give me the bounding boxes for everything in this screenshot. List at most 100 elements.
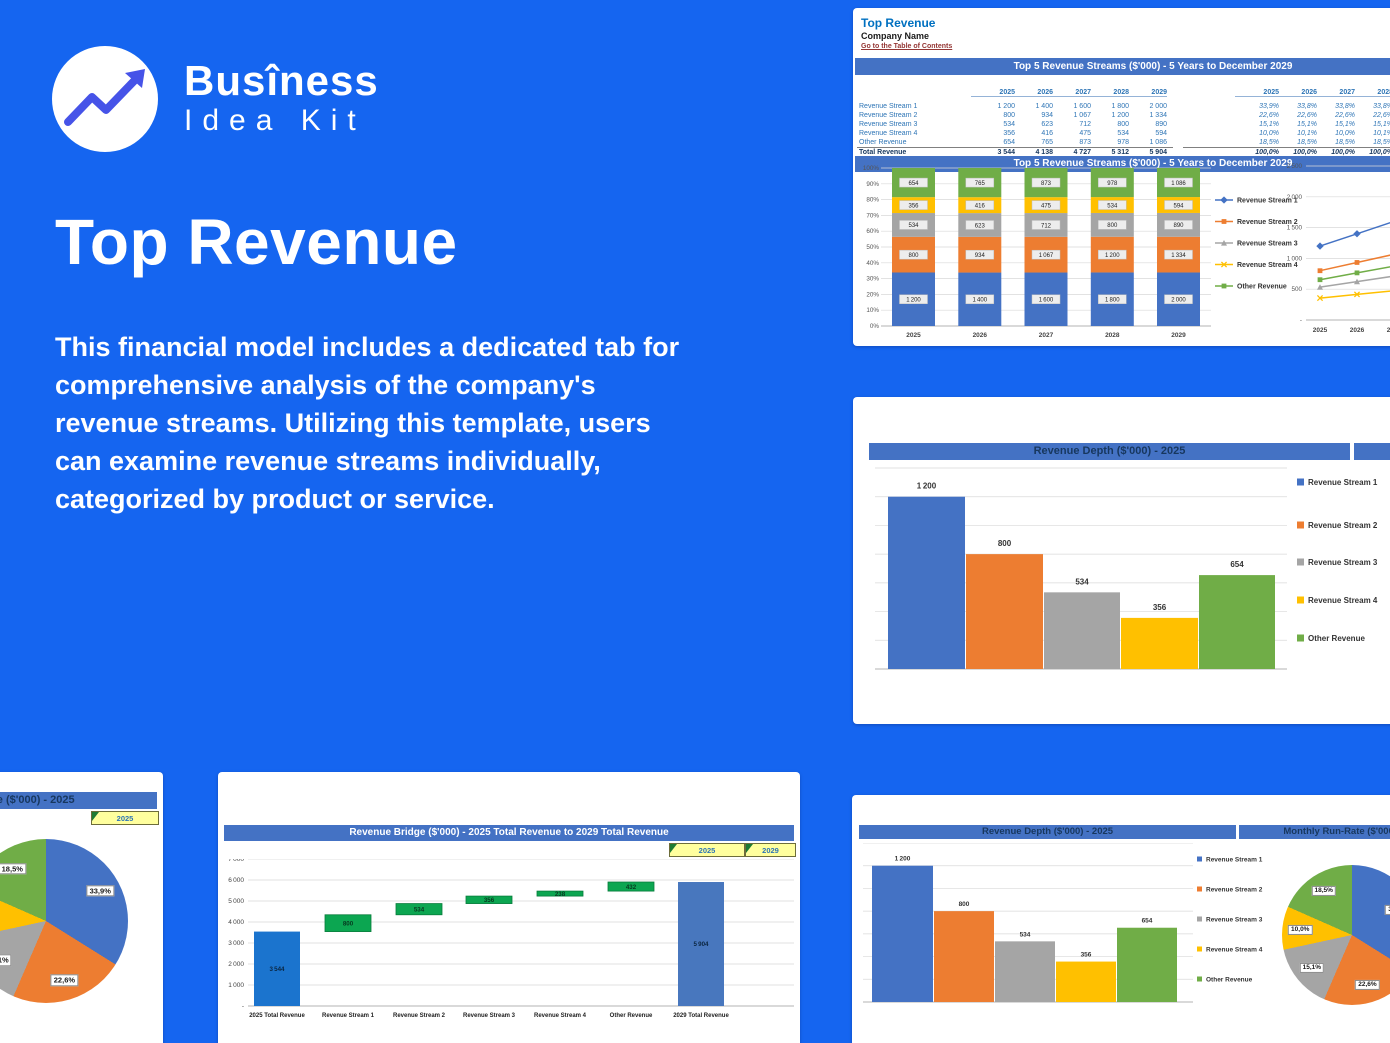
table-cell: 623	[1041, 121, 1053, 128]
table-cell: 15,1%	[1335, 121, 1355, 128]
series-marker	[1317, 277, 1323, 283]
data-label: 534	[414, 906, 425, 913]
x-tick-label: 2027	[1387, 327, 1390, 334]
y-tick-label: 0%	[870, 323, 880, 330]
page-description: This financial model includes a dedicate…	[55, 328, 815, 518]
legend-swatch	[1297, 634, 1304, 642]
row-label: Revenue Stream 2	[859, 112, 918, 119]
series-marker	[1316, 295, 1324, 302]
table-cell: 534	[1003, 121, 1015, 128]
bar	[995, 941, 1055, 1002]
data-label-box	[1164, 200, 1193, 210]
table-cell: 100,0%	[1331, 148, 1355, 156]
revenue-table: 202520262027202820292025202620272028Reve…	[853, 86, 1390, 159]
data-label-box	[899, 177, 928, 188]
table-cell: 873	[1079, 139, 1091, 146]
table-cell: 5 904	[1149, 148, 1167, 156]
filter-value: 2025	[116, 813, 134, 823]
data-label-box	[965, 177, 995, 188]
year-header: 2025	[971, 89, 1015, 97]
description-line: categorized by product or service.	[55, 484, 495, 514]
waterfall-chart: - 1 000 2 000 3 000 4 000 5 000 6 000 7 000 3 54…	[228, 859, 794, 1019]
page-title: Top Revenue	[55, 206, 458, 278]
series-line	[1319, 221, 1390, 247]
table-cell: 1 067	[1073, 112, 1091, 119]
bar	[934, 911, 994, 1002]
data-label: 1 800	[1105, 298, 1120, 304]
x-tick-label: Revenue Stream 4	[534, 1013, 587, 1019]
pie-slice-label: 15,1%	[0, 954, 12, 967]
description-line: can examine revenue streams individually…	[55, 446, 601, 476]
data-label-box	[965, 249, 995, 260]
table-cell: 18,5%	[1335, 139, 1355, 146]
bar	[966, 554, 1043, 669]
table-cell: 100,0%	[1369, 148, 1390, 156]
filter-value: 2025	[698, 845, 716, 855]
legend-label: Other Revenue	[1237, 283, 1287, 290]
legend-label: Revenue Stream 1	[1206, 856, 1263, 863]
data-label: 712	[1041, 223, 1052, 229]
y-tick-label: 3 000	[228, 940, 244, 947]
legend-label: Revenue Stream 4	[1206, 946, 1263, 953]
table-of-contents-link[interactable]: Go to the Table of Contents	[861, 43, 953, 50]
sheet-company-name: Company Name	[861, 31, 930, 41]
legend-label: Revenue Stream 2	[1308, 521, 1378, 530]
data-label-box	[1164, 220, 1193, 230]
data-label: 1 200	[917, 482, 937, 491]
data-label: 765	[975, 181, 986, 187]
year-filter-dropdown-end[interactable]: 2029	[745, 843, 796, 857]
series-line	[1319, 275, 1390, 288]
data-label: 356	[1081, 952, 1092, 959]
data-label-box	[899, 294, 928, 305]
x-tick-label: Revenue Stream 1	[322, 1013, 375, 1019]
trend-arrow-icon	[64, 69, 145, 126]
data-label: 1 334	[1171, 253, 1186, 259]
table-rule	[1183, 147, 1390, 148]
table-cell: 712	[1079, 121, 1091, 128]
y-tick-label: 40%	[866, 260, 879, 267]
table-cell: 18,5%	[1373, 139, 1390, 146]
table-cell: 4 727	[1073, 148, 1091, 156]
data-label: 356	[908, 203, 919, 209]
data-label: 534	[908, 223, 919, 229]
row-label: Other Revenue	[859, 139, 907, 146]
table-cell: 5 312	[1111, 148, 1129, 156]
table-cell: 356	[1003, 130, 1015, 137]
monthly-run-rate-title: Monthly Run-Rate ($'000) - 2025	[1239, 825, 1390, 839]
y-tick-label: 50%	[866, 244, 879, 251]
panel-revenue-depth: Revenue Depth ($'000) - 2025 1 200 800 534…	[853, 397, 1390, 724]
series-marker	[1354, 270, 1360, 276]
series-marker	[1354, 260, 1360, 265]
table-cell: 1 334	[1149, 112, 1167, 119]
table-cell: 800	[1117, 121, 1129, 128]
table-cell: 10,1%	[1297, 130, 1317, 137]
stacked-bar-chart: 0% 10% 20% 30% 40% 50% 60% 70% 80% 90% 100% 1 200 80…	[863, 165, 1211, 339]
data-label-box	[1098, 249, 1127, 260]
bar	[1117, 927, 1177, 1002]
data-label: 890	[1173, 223, 1184, 229]
table-cell: 22,6%	[1297, 112, 1317, 119]
data-label-box	[965, 220, 995, 230]
series-marker	[1354, 278, 1360, 285]
table-cell: 33,8%	[1297, 103, 1317, 110]
data-label-box	[965, 294, 995, 305]
table-cell: 10,1%	[1373, 130, 1390, 137]
x-tick-label: 2026	[973, 332, 988, 339]
data-label: 1 200	[895, 856, 911, 863]
bridge-bar	[465, 895, 513, 904]
series-marker	[1221, 219, 1227, 224]
bar	[1121, 617, 1198, 669]
data-label-box	[1031, 249, 1061, 260]
data-label: 594	[1173, 203, 1184, 209]
data-label: 1 400	[973, 298, 988, 304]
year-filter-dropdown[interactable]: 2025	[91, 811, 159, 825]
data-label: 534	[1075, 577, 1089, 586]
y-tick-label: 1 000	[1287, 255, 1303, 262]
bar	[1056, 961, 1116, 1002]
table-cell: 4 138	[1035, 148, 1053, 156]
legend-label: Other Revenue	[1308, 634, 1365, 643]
legend-swatch	[1297, 558, 1304, 566]
year-filter-dropdown-start[interactable]: 2025	[669, 843, 745, 857]
next-section-header-stub	[1354, 443, 1390, 460]
